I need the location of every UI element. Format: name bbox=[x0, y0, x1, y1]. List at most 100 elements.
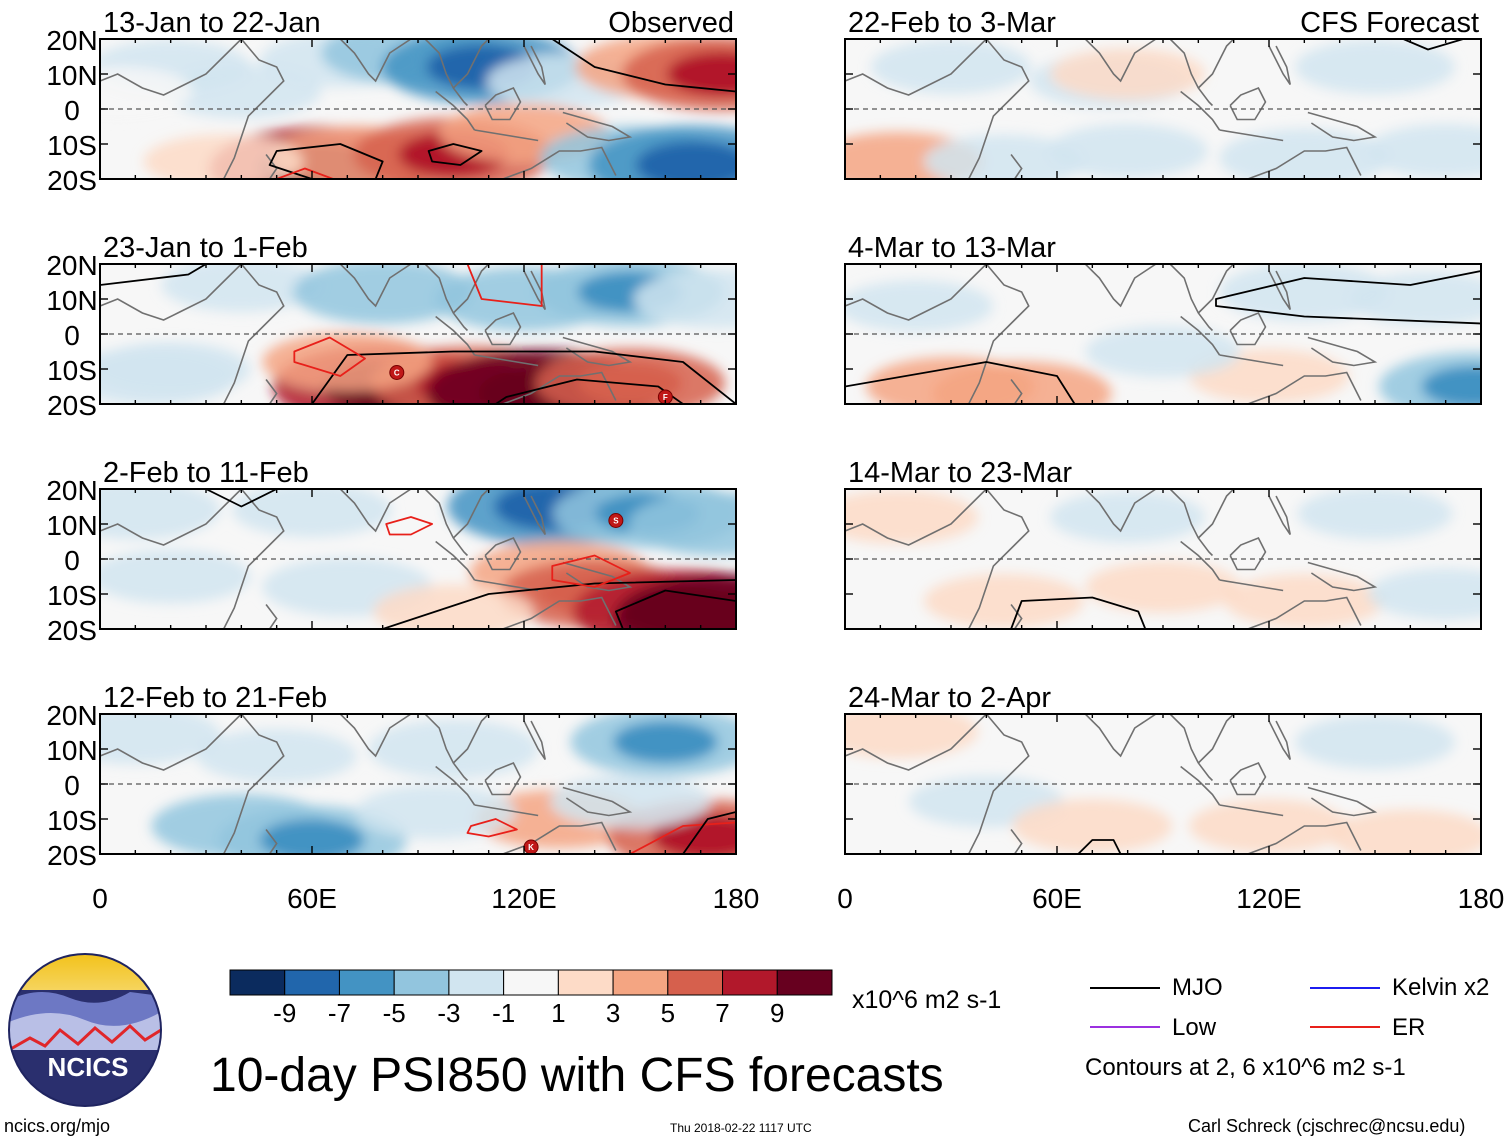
coastline bbox=[1247, 821, 1362, 854]
y-tick-label: 10N bbox=[46, 60, 97, 91]
colorbar: -9 -7 -5 -3 -1 1 3 5 7 9 bbox=[229, 969, 833, 1028]
x-tick-label: 0 bbox=[92, 883, 108, 914]
panel-period-label: 23-Jan to 1-Feb bbox=[103, 232, 308, 264]
coastline bbox=[1219, 579, 1284, 592]
coastline bbox=[474, 579, 539, 592]
coastline bbox=[1219, 354, 1284, 367]
anomaly-core bbox=[1421, 365, 1481, 404]
coastlines bbox=[845, 714, 1378, 854]
coastline bbox=[100, 39, 242, 96]
storm-marker: F bbox=[657, 389, 673, 404]
coastline bbox=[222, 714, 285, 854]
coastline bbox=[222, 489, 285, 629]
coastline bbox=[1307, 561, 1378, 592]
contour-mjo bbox=[1010, 596, 1147, 629]
contour-mjo bbox=[427, 143, 483, 166]
coastline bbox=[452, 489, 490, 539]
footer-url[interactable]: ncics.org/mjo bbox=[4, 1116, 111, 1136]
y-tick-label: 0 bbox=[64, 545, 80, 576]
contour-mjo bbox=[382, 579, 736, 629]
coastline bbox=[1169, 39, 1214, 107]
coastline bbox=[265, 379, 278, 404]
coastline bbox=[1247, 371, 1362, 404]
legend-label-low: Low bbox=[1172, 1014, 1217, 1041]
anomaly-cell bbox=[1295, 715, 1455, 769]
coastline bbox=[452, 264, 490, 314]
anomaly-cell bbox=[628, 492, 736, 556]
x-tick-label: 180 bbox=[713, 883, 760, 914]
anomaly-cell bbox=[550, 774, 710, 829]
coastline bbox=[435, 765, 476, 806]
storm-marker: S bbox=[608, 513, 624, 528]
storm-marker: K bbox=[523, 839, 539, 854]
coastline bbox=[484, 311, 522, 346]
y-tick-label: 10S bbox=[47, 580, 97, 611]
anomaly-cell bbox=[845, 280, 994, 332]
anomaly-cell bbox=[1297, 489, 1453, 540]
coastline bbox=[222, 264, 285, 404]
coastline bbox=[562, 111, 633, 142]
coastline bbox=[1169, 264, 1214, 332]
contour-er bbox=[293, 336, 366, 377]
storm-symbol bbox=[389, 365, 405, 380]
panel-left-0: 13-Jan to 22-Jan Observed 20N 10N 0 10S 20S bbox=[46, 7, 737, 196]
coastline bbox=[1229, 86, 1267, 121]
coastline bbox=[339, 264, 412, 308]
anomaly-cell bbox=[100, 714, 221, 765]
coastline bbox=[845, 39, 987, 96]
panel-column-label: CFS Forecast bbox=[1300, 7, 1479, 39]
coastline bbox=[1010, 604, 1023, 629]
anomaly-cell bbox=[1047, 124, 1208, 178]
contour-er bbox=[466, 818, 518, 838]
coastlines bbox=[100, 714, 633, 854]
storm-label: C bbox=[394, 369, 400, 378]
colorbar-swatch bbox=[667, 969, 724, 996]
anomaly-cell bbox=[931, 361, 1112, 404]
figure-title: 10-day PSI850 with CFS forecasts bbox=[210, 1049, 944, 1102]
coastline bbox=[1197, 714, 1235, 764]
coastline bbox=[424, 714, 469, 782]
coastline bbox=[1229, 536, 1267, 571]
y-tick-label: 20S bbox=[47, 165, 97, 196]
colorbar-label: -3 bbox=[437, 998, 460, 1028]
y-tick-label: 0 bbox=[64, 95, 80, 126]
x-tick-label: 120E bbox=[491, 883, 556, 914]
anomaly-cell bbox=[1085, 561, 1241, 613]
coastlines bbox=[845, 39, 1378, 179]
colorbar-swatch bbox=[722, 969, 778, 996]
x-tick-label: 60E bbox=[1032, 883, 1082, 914]
colorbar-swatch bbox=[503, 969, 559, 996]
anomaly-cell bbox=[100, 549, 251, 604]
coastline bbox=[1010, 154, 1023, 179]
contour-mjo bbox=[682, 811, 736, 854]
coastline bbox=[339, 39, 412, 83]
contour-er bbox=[385, 516, 434, 536]
colorbar-label: -1 bbox=[492, 998, 515, 1028]
contour-legend bbox=[1090, 987, 1380, 1028]
coastline bbox=[1084, 264, 1157, 308]
legend-label-kelvin: Kelvin x2 bbox=[1392, 974, 1490, 1001]
contour-mjo bbox=[614, 589, 736, 629]
anomaly-core bbox=[665, 591, 736, 629]
coastline bbox=[1247, 596, 1362, 629]
coastline bbox=[1268, 45, 1291, 85]
coastline bbox=[967, 489, 1030, 629]
colorbar-label: 7 bbox=[715, 998, 729, 1028]
coastline bbox=[1307, 336, 1378, 367]
anomaly-cell bbox=[1085, 325, 1241, 378]
colorbar-swatch bbox=[557, 969, 614, 996]
colorbar-label: 9 bbox=[770, 998, 784, 1028]
anomaly-cell bbox=[924, 134, 1084, 179]
y-tick-label: 20S bbox=[47, 840, 97, 871]
coastline bbox=[967, 39, 1030, 179]
coastline bbox=[452, 39, 490, 89]
coastline bbox=[1197, 489, 1235, 539]
coastline bbox=[1169, 714, 1214, 782]
panel-right-3: 24-Mar to 2-Apr bbox=[844, 682, 1482, 855]
y-tick-label: 10S bbox=[47, 130, 97, 161]
coastline bbox=[265, 829, 278, 854]
coastlines bbox=[845, 264, 1378, 404]
y-tick-label: 20S bbox=[47, 390, 97, 421]
